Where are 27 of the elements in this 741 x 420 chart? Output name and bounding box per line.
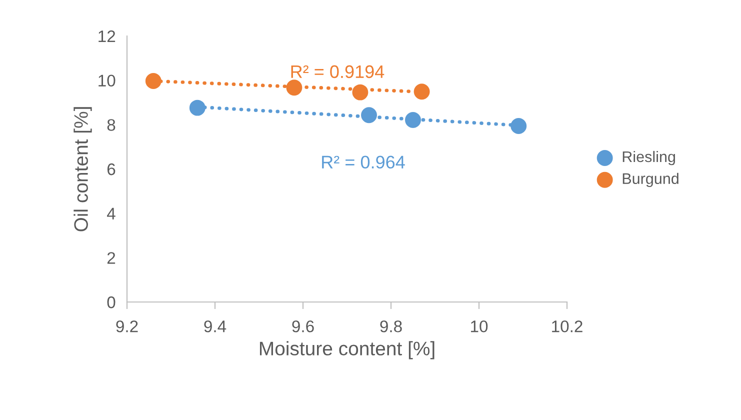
y-tick-label: 0	[107, 296, 116, 308]
x-tick-label: 9.2	[116, 320, 138, 332]
x-tick-label: 9.4	[204, 320, 226, 332]
legend-label: Burgund	[622, 172, 678, 188]
x-axis-title: Moisture content [%]	[260, 341, 434, 360]
x-tick-label: 10	[471, 320, 488, 332]
point	[405, 112, 421, 128]
y-axis-title: Oil content [%]	[74, 107, 92, 232]
point	[145, 73, 162, 89]
x-tick-label: 9.6	[292, 320, 314, 332]
y-tick-label: 8	[107, 119, 116, 131]
point	[352, 84, 368, 100]
x-tick-label: 10.2	[552, 320, 582, 332]
y-tick-label: 12	[98, 30, 116, 42]
y-tick-label: 2	[107, 252, 116, 264]
legend-label: Riesling	[622, 150, 675, 166]
point	[510, 118, 527, 134]
y-tick-label: 10	[98, 74, 116, 87]
point	[414, 84, 430, 100]
point	[286, 80, 302, 96]
annotation: R² = 0.964	[322, 156, 405, 169]
y-tick-label: 6	[107, 163, 116, 176]
point	[189, 100, 206, 116]
y-tick-label: 4	[107, 208, 116, 220]
annotation: R² = 0.9194	[291, 65, 384, 78]
x-tick-label: 9.8	[380, 320, 402, 332]
point	[361, 107, 377, 124]
